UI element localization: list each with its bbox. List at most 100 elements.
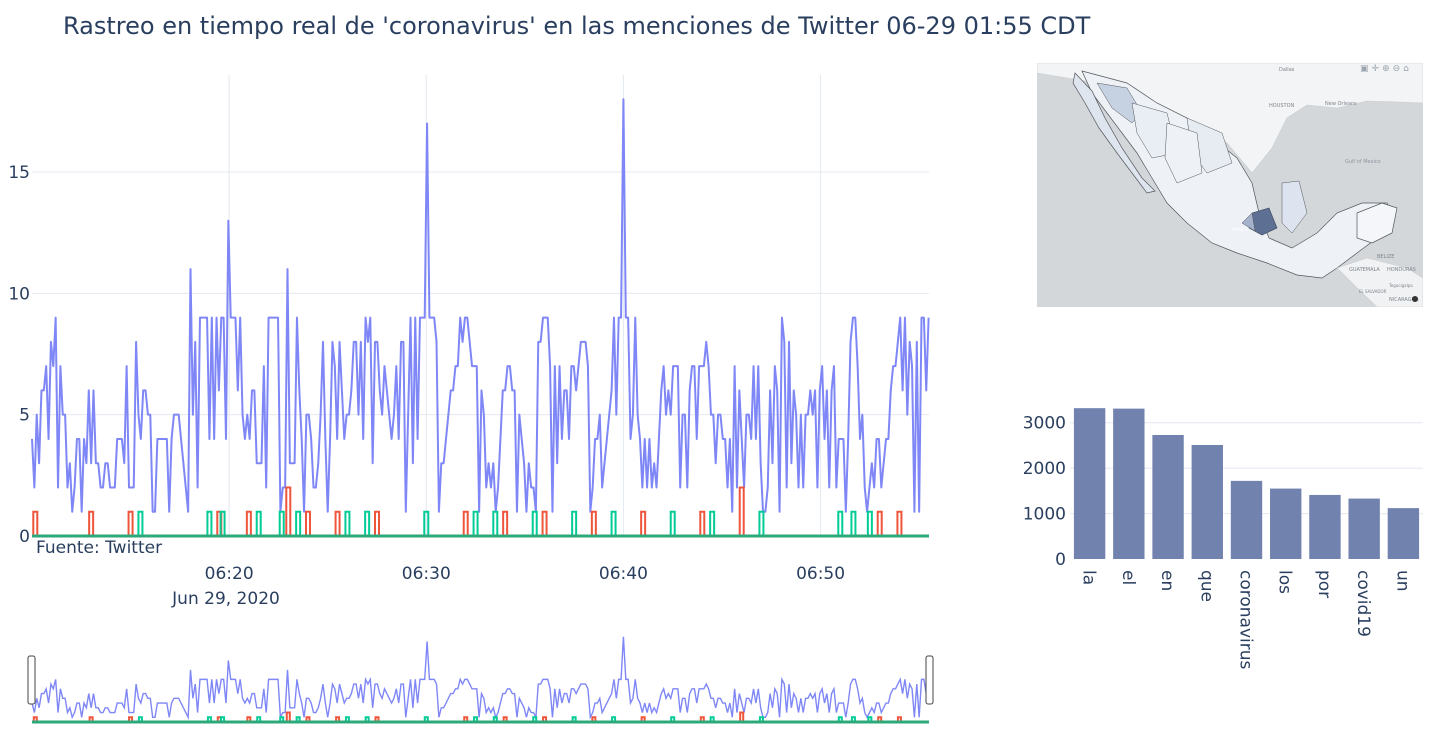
bar-que[interactable] xyxy=(1191,444,1223,559)
slider-negative-pulse[interactable] xyxy=(32,716,38,722)
slider-negative-pulse[interactable] xyxy=(640,716,646,722)
slider-handle-right[interactable] xyxy=(925,655,934,705)
slider-handle-left[interactable] xyxy=(27,655,36,705)
slider-positive-pulse[interactable] xyxy=(837,716,843,722)
slider-negative-pulse[interactable] xyxy=(739,711,745,722)
slider-positive-pulse[interactable] xyxy=(206,716,212,722)
slider-positive-pulse[interactable] xyxy=(670,716,676,722)
positive-sentiment-pulse[interactable] xyxy=(137,510,144,536)
positive-sentiment-pulse[interactable] xyxy=(709,510,716,536)
slider-positive-pulse[interactable] xyxy=(867,716,873,722)
bar-un[interactable] xyxy=(1387,508,1420,559)
negative-sentiment-pulse[interactable] xyxy=(699,510,706,536)
total-mentions-line[interactable] xyxy=(31,98,930,513)
map-label-guatemala: GUATEMALA xyxy=(1349,267,1380,273)
positive-sentiment-pulse[interactable] xyxy=(206,510,213,536)
negative-sentiment-pulse[interactable] xyxy=(590,510,597,536)
slider-negative-pulse[interactable] xyxy=(502,716,508,722)
reset-icon[interactable]: ⌂ xyxy=(1403,64,1409,74)
positive-sentiment-pulse[interactable] xyxy=(278,510,285,536)
slider-positive-pulse[interactable] xyxy=(220,716,226,722)
positive-sentiment-pulse[interactable] xyxy=(219,510,226,536)
camera-icon[interactable]: ▣ xyxy=(1360,64,1369,74)
positive-sentiment-pulse[interactable] xyxy=(866,510,873,536)
slider-negative-pulse[interactable] xyxy=(877,716,883,722)
bar-covid19[interactable] xyxy=(1348,498,1380,559)
bar-los[interactable] xyxy=(1270,488,1302,559)
negative-sentiment-pulse[interactable] xyxy=(334,510,341,536)
slider-positive-pulse[interactable] xyxy=(850,716,856,722)
slider-negative-pulse[interactable] xyxy=(305,716,311,722)
slider-negative-pulse[interactable] xyxy=(699,716,705,722)
map-info-icon[interactable] xyxy=(1412,296,1418,302)
positive-sentiment-pulse[interactable] xyxy=(295,510,302,536)
bar-coronavirus[interactable] xyxy=(1230,480,1263,559)
positive-sentiment-pulse[interactable] xyxy=(492,510,499,536)
negative-sentiment-pulse[interactable] xyxy=(245,510,252,536)
negative-sentiment-pulse[interactable] xyxy=(876,510,883,536)
slider-positive-pulse[interactable] xyxy=(295,716,301,722)
negative-sentiment-pulse[interactable] xyxy=(88,510,95,536)
negative-sentiment-pulse[interactable] xyxy=(738,486,745,536)
negative-sentiment-pulse[interactable] xyxy=(541,510,548,536)
bar-en[interactable] xyxy=(1152,434,1184,559)
range-slider[interactable] xyxy=(27,636,934,724)
positive-sentiment-pulse[interactable] xyxy=(571,510,578,536)
positive-sentiment-pulse[interactable] xyxy=(472,510,479,536)
slider-negative-pulse[interactable] xyxy=(374,716,380,722)
positive-sentiment-pulse[interactable] xyxy=(610,510,617,536)
slider-negative-pulse[interactable] xyxy=(246,716,252,722)
positive-sentiment-pulse[interactable] xyxy=(850,510,857,536)
bar-category-label: un xyxy=(1392,570,1412,592)
x-date-label: Jun 29, 2020 xyxy=(171,589,280,609)
positive-sentiment-pulse[interactable] xyxy=(531,510,538,536)
positive-sentiment-pulse[interactable] xyxy=(758,510,765,536)
slider-negative-pulse[interactable] xyxy=(88,716,94,722)
zoom-out-icon[interactable]: ⊖ xyxy=(1392,64,1401,74)
main-chart-series[interactable] xyxy=(31,98,930,538)
positive-sentiment-pulse[interactable] xyxy=(837,510,844,536)
pan-icon[interactable]: ✛ xyxy=(1371,64,1380,74)
positive-sentiment-pulse[interactable] xyxy=(423,510,430,536)
slider-positive-pulse[interactable] xyxy=(344,716,350,722)
negative-sentiment-pulse[interactable] xyxy=(32,510,39,536)
slider-positive-pulse[interactable] xyxy=(492,716,498,722)
negative-sentiment-pulse[interactable] xyxy=(127,510,134,536)
negative-sentiment-pulse[interactable] xyxy=(502,510,509,536)
zoom-in-icon[interactable]: ⊕ xyxy=(1382,64,1390,74)
slider-negative-pulse[interactable] xyxy=(591,716,597,722)
mexico-choropleth-map[interactable]: Dallas HOUSTON New Orleans Gulf of Mexic… xyxy=(1037,63,1423,307)
negative-sentiment-pulse[interactable] xyxy=(896,510,903,536)
slider-negative-pulse[interactable] xyxy=(335,716,341,722)
slider-negative-pulse[interactable] xyxy=(285,711,291,722)
slider-positive-pulse[interactable] xyxy=(256,716,262,722)
negative-sentiment-pulse[interactable] xyxy=(640,510,647,536)
slider-positive-pulse[interactable] xyxy=(571,716,577,722)
bar-y-tick-label: 1000 xyxy=(1023,505,1066,525)
slider-positive-pulse[interactable] xyxy=(709,716,715,722)
positive-sentiment-pulse[interactable] xyxy=(344,510,351,536)
bar-chart-bars[interactable] xyxy=(1073,408,1420,559)
slider-positive-pulse[interactable] xyxy=(611,716,617,722)
slider-positive-pulse[interactable] xyxy=(137,716,143,722)
slider-negative-pulse[interactable] xyxy=(128,716,134,722)
positive-sentiment-pulse[interactable] xyxy=(364,510,371,536)
slider-positive-pulse[interactable] xyxy=(364,716,370,722)
bar-por[interactable] xyxy=(1309,494,1341,559)
slider-negative-pulse[interactable] xyxy=(463,716,469,722)
slider-negative-pulse[interactable] xyxy=(542,716,548,722)
bar-la[interactable] xyxy=(1073,408,1106,559)
positive-sentiment-pulse[interactable] xyxy=(255,510,262,536)
negative-sentiment-pulse[interactable] xyxy=(374,510,380,536)
negative-sentiment-pulse[interactable] xyxy=(462,510,469,536)
slider-positive-pulse[interactable] xyxy=(279,716,285,722)
slider-negative-pulse[interactable] xyxy=(896,716,902,722)
slider-positive-pulse[interactable] xyxy=(473,716,479,722)
negative-sentiment-pulse[interactable] xyxy=(305,510,311,536)
slider-positive-pulse[interactable] xyxy=(758,716,764,722)
slider-positive-pulse[interactable] xyxy=(532,716,538,722)
bar-el[interactable] xyxy=(1113,408,1145,559)
slider-positive-pulse[interactable] xyxy=(423,716,429,722)
negative-sentiment-pulse[interactable] xyxy=(285,486,292,536)
positive-sentiment-pulse[interactable] xyxy=(669,510,676,536)
